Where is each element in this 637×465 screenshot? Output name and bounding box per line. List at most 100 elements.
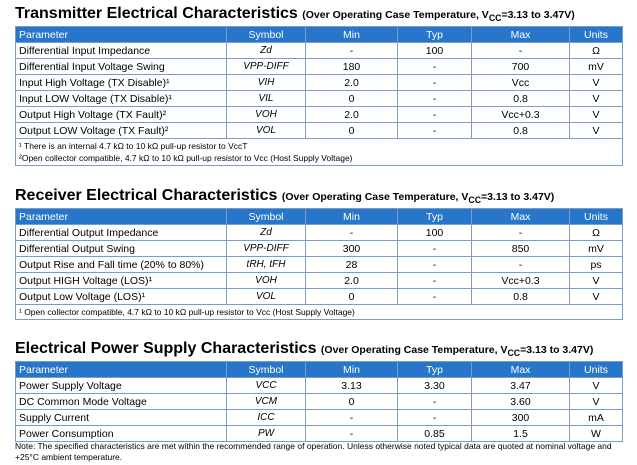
table-row: Power Supply Voltage VCC 3.13 3.30 3.47 V [15,377,623,394]
max-cell: 0.8 [471,122,570,139]
typ-cell: - [397,256,472,273]
param-cell: Differential Input Voltage Swing [15,58,227,75]
max-cell: 300 [471,409,570,426]
symbol-cell: Zd [226,224,306,241]
min-cell: 0 [305,393,398,410]
units-cell: V [569,393,623,410]
units-cell: mA [569,409,623,426]
param-cell: Output Low Voltage (LOS)¹ [15,288,227,305]
units-cell: W [569,425,623,442]
power-title-text: Electrical Power Supply Characteristics [15,340,317,357]
typ-cell: 0.85 [397,425,472,442]
min-cell: 300 [305,240,398,257]
max-cell: 1.5 [471,425,570,442]
min-cell: 2.0 [305,272,398,289]
typ-cell: - [397,90,472,107]
max-cell: 3.60 [471,393,570,410]
units-cell: Ω [569,224,623,241]
max-cell: - [471,256,570,273]
min-cell: 2.0 [305,74,398,91]
col-typ: Typ [397,26,472,43]
col-units: Units [569,361,623,378]
col-symbol: Symbol [226,208,306,225]
col-parameter: Parameter [15,208,227,225]
param-cell: Input LOW Voltage (TX Disable)¹ [15,90,227,107]
param-cell: Supply Current [15,409,227,426]
typ-cell: - [397,122,472,139]
table-row: Power Consumption PW -0.85 1.5 W [15,425,623,442]
receiver-title-text: Receiver Electrical Characteristics [15,187,278,204]
min-cell: 3.13 [305,377,398,394]
typ-cell: - [397,409,472,426]
typ-cell: - [397,288,472,305]
typ-cell: 100 [397,224,472,241]
col-symbol: Symbol [226,26,306,43]
col-units: Units [569,26,623,43]
units-cell: V [569,288,623,305]
col-min: Min [305,26,398,43]
min-cell: 28 [305,256,398,273]
min-cell: - [305,42,398,59]
transmitter-title: Transmitter Electrical Characteristics (… [15,4,622,26]
table-row: Output High Voltage (TX Fault)² VOH 2.0- Vc… [15,106,623,123]
receiver-notes: ¹ Open collector compatible, 4.7 kΩ to 1… [15,304,623,320]
param-cell: Power Supply Voltage [15,377,227,394]
symbol-cell: VCC [226,377,306,394]
table-row: Differential Output Impedance Zd -100- Ω [15,224,623,241]
param-cell: Output LOW Voltage (TX Fault)² [15,122,227,139]
transmitter-note-2: ²Open collector compatible, 4.7 kΩ to 10… [19,153,353,163]
power-section: Electrical Power Supply Characteristics … [15,339,623,442]
symbol-cell: VOL [226,288,306,305]
symbol-cell: VIL [226,90,306,107]
table-row: Output HIGH Voltage (LOS)¹ VOH 2.0- Vcc+0.3… [15,272,623,289]
max-cell: 3.47 [471,377,570,394]
units-cell: V [569,74,623,91]
units-cell: mV [569,240,623,257]
param-cell: Output High Voltage (TX Fault)² [15,106,227,123]
transmitter-section: Transmitter Electrical Characteristics (… [15,4,623,166]
receiver-condition: (Over Operating Case Temperature, VCC=3.… [281,191,555,206]
min-cell: 0 [305,288,398,305]
col-min: Min [305,208,398,225]
transmitter-condition: (Over Operating Case Temperature, VCC=3.… [302,9,575,24]
max-cell: 700 [471,58,570,75]
param-cell: DC Common Mode Voltage [15,393,227,410]
receiver-notes-row: ¹ Open collector compatible, 4.7 kΩ to 1… [15,304,623,320]
max-cell: - [471,42,570,59]
symbol-cell: VIH [226,74,306,91]
param-cell: Power Consumption [15,425,227,442]
max-cell: Vcc+0.3 [471,106,570,123]
units-cell: ps [569,256,623,273]
symbol-cell: ICC [226,409,306,426]
max-cell: Vcc+0.3 [471,272,570,289]
symbol-cell: VCM [226,393,306,410]
col-symbol: Symbol [226,361,306,378]
param-cell: Output HIGH Voltage (LOS)¹ [15,272,227,289]
units-cell: Ω [569,42,623,59]
col-typ: Typ [397,361,472,378]
table-row: Input LOW Voltage (TX Disable)¹ VIL 0-0.8 V [15,90,623,107]
transmitter-table: Parameter Symbol Min Typ Max Units Diffe… [15,26,623,166]
param-cell: Output Rise and Fall time (20% to 80%) [15,256,227,273]
symbol-cell: PW [226,425,306,442]
col-parameter: Parameter [15,26,227,43]
max-cell: 850 [471,240,570,257]
table-header-row: Parameter Symbol Min Typ Max Units [15,361,623,378]
symbol-cell: VPP-DIFF [226,58,306,75]
transmitter-notes: ¹ There is an internal 4.7 kΩ to 10 kΩ p… [15,138,623,166]
min-cell: 0 [305,90,398,107]
col-units: Units [569,208,623,225]
col-max: Max [471,26,570,43]
units-cell: mV [569,58,623,75]
symbol-cell: VOH [226,106,306,123]
table-row: Output Rise and Fall time (20% to 80%) tR… [15,256,623,273]
min-cell: 180 [305,58,398,75]
power-table: Parameter Symbol Min Typ Max Units Power… [15,361,623,442]
table-row: Differential Input Voltage Swing VPP-DIFF… [15,58,623,75]
power-title: Electrical Power Supply Characteristics … [15,339,622,361]
col-min: Min [305,361,398,378]
min-cell: 2.0 [305,106,398,123]
min-cell: 0 [305,122,398,139]
typ-cell: - [397,272,472,289]
max-cell: - [471,224,570,241]
